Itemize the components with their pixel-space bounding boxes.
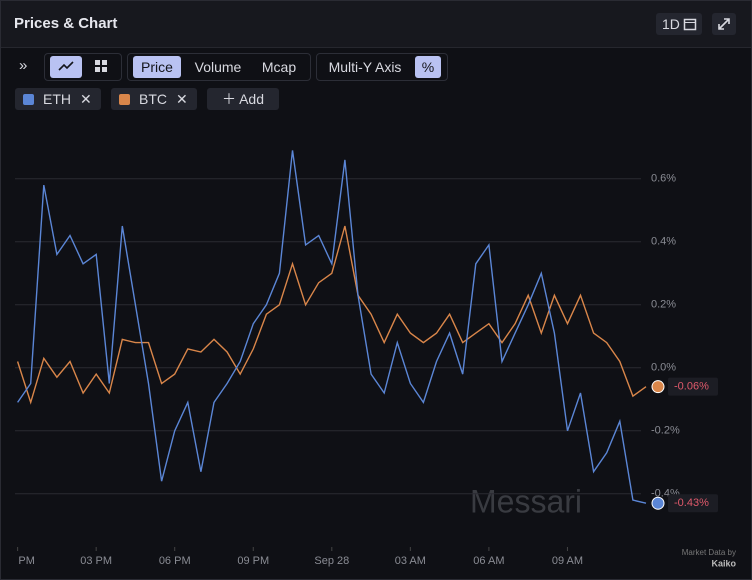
x-tick-label: PM xyxy=(18,555,35,567)
percent-button[interactable]: % xyxy=(415,56,441,78)
last-value-marker xyxy=(651,380,665,394)
x-tick-label: 09 AM xyxy=(552,555,583,567)
axis-group: Multi-Y Axis % xyxy=(316,53,448,81)
y-tick-label: 0.4% xyxy=(651,236,676,248)
y-tick-label: 0.2% xyxy=(651,299,676,311)
x-tick-label: 06 PM xyxy=(159,555,191,567)
widget-title: Prices & Chart xyxy=(14,15,118,32)
x-tick-label: 03 PM xyxy=(80,555,112,567)
y-tick-label: 0.0% xyxy=(651,362,676,374)
tab-price[interactable]: Price xyxy=(133,56,181,78)
x-tick-label: Sep 28 xyxy=(314,555,349,567)
view-group xyxy=(44,53,122,81)
tab-mcap[interactable]: Mcap xyxy=(261,59,297,75)
btc-chip[interactable]: BTC ✕ xyxy=(111,88,197,110)
remove-icon[interactable]: ✕ xyxy=(176,91,188,107)
btc-chip-label: BTC xyxy=(139,91,167,107)
x-tick-label: 06 AM xyxy=(473,555,504,567)
last-value-marker xyxy=(651,496,665,510)
add-button[interactable]: ＋ Add xyxy=(207,88,279,110)
eth-chip[interactable]: ETH ✕ xyxy=(15,88,101,110)
grid-icon xyxy=(95,60,107,72)
y-tick-label: -0.2% xyxy=(651,425,680,437)
last-value-label: -0.06% xyxy=(674,381,709,393)
expand-button[interactable] xyxy=(712,13,736,35)
series-line xyxy=(17,150,647,504)
tab-volume[interactable]: Volume xyxy=(194,59,242,75)
eth-chip-label: ETH xyxy=(43,91,71,107)
x-tick-label: 09 PM xyxy=(237,555,269,567)
header: Prices & Chart 1D xyxy=(1,1,751,48)
footer-line2: Kaiko xyxy=(711,558,736,568)
series-line xyxy=(16,225,647,405)
last-value-box xyxy=(668,377,718,396)
watermark: Messari xyxy=(470,483,582,519)
last-value-label: -0.43% xyxy=(674,497,709,509)
collapse-button[interactable]: » xyxy=(19,57,28,74)
add-label: Add xyxy=(239,91,265,107)
last-value-box xyxy=(668,494,718,513)
eth-swatch xyxy=(23,94,34,105)
multi-axis-button[interactable]: Multi-Y Axis xyxy=(328,59,402,75)
calendar-icon xyxy=(683,18,697,31)
plus-icon: ＋ xyxy=(221,91,240,107)
btc-swatch xyxy=(119,94,130,105)
line-view-button[interactable] xyxy=(50,56,82,78)
footer-line1: Market Data by xyxy=(682,548,736,557)
grid-view-button[interactable] xyxy=(87,56,115,78)
metric-group: Price Volume Mcap xyxy=(127,53,311,81)
line-icon xyxy=(58,61,74,71)
x-tick-label: 03 AM xyxy=(395,555,426,567)
range-label: 1D xyxy=(662,16,680,32)
expand-icon xyxy=(718,18,730,30)
range-button[interactable]: 1D xyxy=(656,13,702,35)
y-tick-label: 0.6% xyxy=(651,173,676,185)
remove-icon[interactable]: ✕ xyxy=(80,91,92,107)
